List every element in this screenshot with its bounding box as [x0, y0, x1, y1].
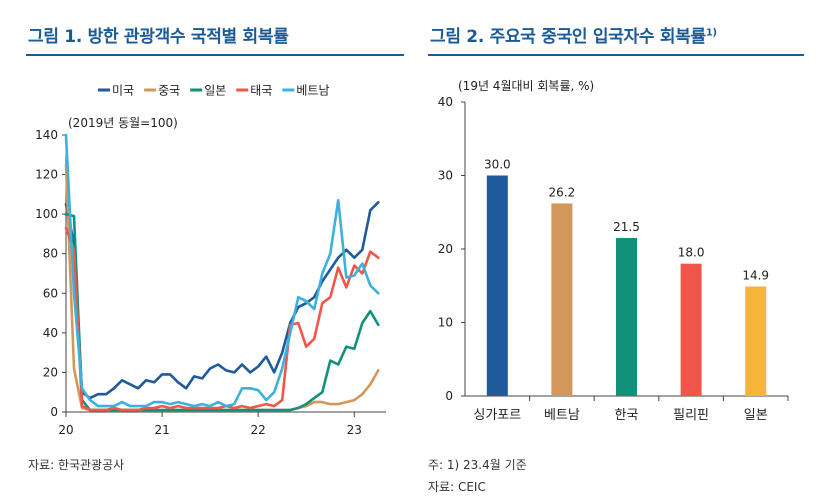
legend-label-1: 중국 — [158, 84, 180, 98]
x-tick-label-2: 22 — [251, 423, 266, 437]
series-line-3 — [64, 226, 380, 412]
y-tick-label-7: 140 — [35, 128, 58, 142]
y-tick-label-4: 80 — [43, 247, 58, 261]
bar-value-label-0: 30.0 — [484, 158, 511, 172]
y-tick-label-4: 40 — [438, 95, 453, 109]
figure-2-title-footnote: 1) — [705, 27, 717, 39]
bar-value-label-1: 26.2 — [549, 185, 576, 199]
figure-1-source: 자료: 한국관광공사 — [28, 458, 125, 472]
y-tick-label-6: 120 — [35, 168, 58, 182]
unit-label: (2019년 동월=100) — [68, 116, 178, 130]
line-chart: 미국 중국 일본 태국 베트남(2019년 동월=100)020406080100120… — [35, 84, 386, 437]
category-label-1: 베트남 — [544, 408, 580, 423]
figure-1-title-rule — [26, 54, 404, 56]
bar-3 — [680, 263, 702, 396]
y-tick-label-1: 10 — [438, 316, 453, 330]
figure-2-note: 주: 1) 23.4월 기준 — [428, 458, 527, 472]
y-tick-label-1: 20 — [43, 365, 58, 379]
bar-4 — [745, 286, 767, 396]
figure-2-title-rule — [428, 54, 804, 56]
bar-2 — [616, 237, 637, 396]
figure-2-source: 자료: CEIC — [428, 480, 486, 494]
legend-label-3: 태국 — [250, 84, 272, 98]
x-tick-label-1: 21 — [154, 423, 169, 437]
category-label-2: 한국 — [615, 408, 639, 423]
figure-1-title: 그림 1. 방한 관광객수 국적별 회복률 — [28, 27, 289, 47]
series-line-4 — [64, 133, 380, 408]
category-label-3: 필리핀 — [673, 408, 709, 423]
y-tick-label-0: 0 — [445, 389, 453, 403]
bar-value-label-2: 21.5 — [613, 220, 640, 234]
category-label-0: 싱가포르 — [473, 408, 521, 423]
legend-label-2: 일본 — [204, 84, 226, 98]
y-tick-label-2: 40 — [43, 326, 58, 340]
bar-value-label-3: 18.0 — [678, 246, 705, 260]
y-tick-label-3: 30 — [438, 169, 453, 183]
unit-label: (19년 4월대비 회복률, %) — [458, 79, 594, 93]
x-tick-label-3: 23 — [347, 423, 362, 437]
bar-value-label-4: 14.9 — [742, 268, 769, 282]
figure-2-title: 그림 2. 주요국 중국인 입국자수 회복률1) — [430, 22, 717, 47]
y-tick-label-2: 20 — [438, 242, 453, 256]
y-tick-label-3: 60 — [43, 286, 58, 300]
bar-0 — [486, 175, 508, 396]
series-line-0 — [64, 201, 380, 400]
legend-label-0: 미국 — [112, 84, 134, 98]
series-line-1 — [64, 163, 380, 412]
y-tick-label-0: 0 — [50, 405, 58, 419]
legend-label-4: 베트남 — [296, 84, 329, 98]
figure-2-title-text: 그림 2. 주요국 중국인 입국자수 회복률 — [430, 27, 706, 47]
bar-chart: (19년 4월대비 회복률, %) 0 10 20 30 40 30.0 싱가포르 26.2 베트… — [438, 79, 789, 423]
y-tick-label-5: 100 — [35, 207, 58, 221]
bar-1 — [551, 203, 573, 396]
x-tick-label-0: 20 — [58, 423, 73, 437]
category-label-4: 일본 — [744, 408, 768, 423]
figure-1: 그림 1. 방한 관광객수 국적별 회복률 미국 중국 일본 태국 베트남 (2019년 … — [0, 0, 410, 504]
figure-2: 그림 2. 주요국 중국인 입국자수 회복률1) (19년 4월대비 회복률, … — [428, 0, 833, 504]
